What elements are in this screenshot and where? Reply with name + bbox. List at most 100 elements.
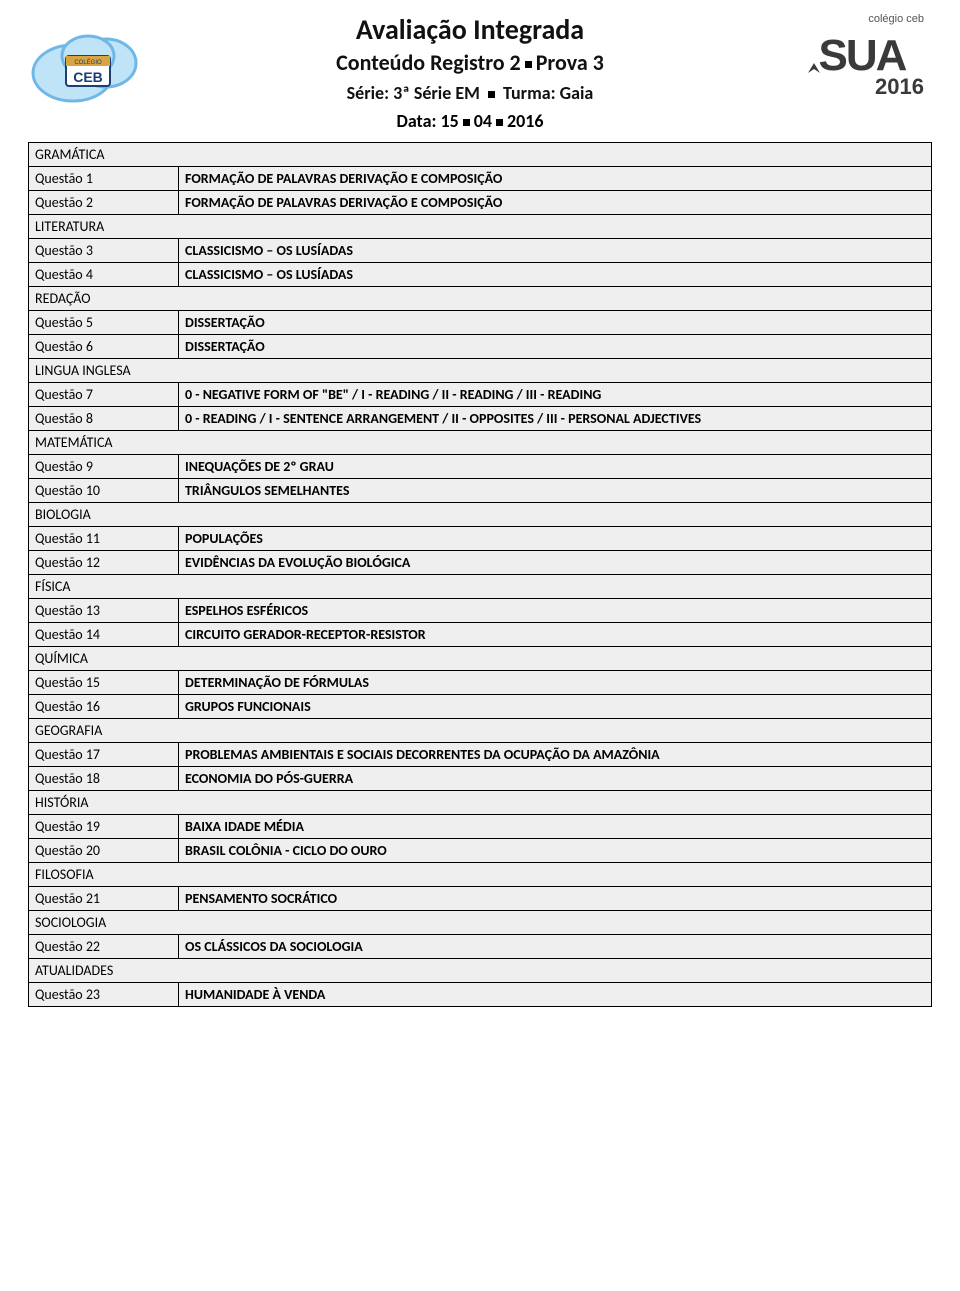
- table-row: Questão 15DETERMINAÇÃO DE FÓRMULAS: [29, 671, 932, 695]
- question-content: PENSAMENTO SOCRÁTICO: [179, 887, 932, 911]
- question-content: FORMAÇÃO DE PALAVRAS DERIVAÇÃO E COMPOSI…: [179, 191, 932, 215]
- bullet-separator-icon: [496, 119, 503, 126]
- header: CEB COLÉGIO Avaliação Integrada Conteúdo…: [28, 8, 932, 132]
- date-line: Data: 15042016: [148, 110, 792, 132]
- question-label: Questão 13: [29, 599, 179, 623]
- table-row: Questão 70 - NEGATIVE FORM OF "BE" / I -…: [29, 383, 932, 407]
- subject-row: FILOSOFIA: [29, 863, 932, 887]
- question-label: Questão 1: [29, 167, 179, 191]
- svg-text:SUA: SUA: [819, 31, 907, 80]
- table-row: Questão 21PENSAMENTO SOCRÁTICO: [29, 887, 932, 911]
- question-content: CLASSICISMO – OS LUSÍADAS: [179, 239, 932, 263]
- table-body: GRAMÁTICAQuestão 1FORMAÇÃO DE PALAVRAS D…: [29, 143, 932, 1007]
- date-label: Data:: [396, 110, 436, 132]
- subject-row: MATEMÁTICA: [29, 431, 932, 455]
- question-content: DISSERTAÇÃO: [179, 311, 932, 335]
- header-center: Avaliação Integrada Conteúdo Registro 2P…: [148, 8, 792, 132]
- table-row: Questão 17PROBLEMAS AMBIENTAIS E SOCIAIS…: [29, 743, 932, 767]
- question-label: Questão 6: [29, 335, 179, 359]
- question-content: ESPELHOS ESFÉRICOS: [179, 599, 932, 623]
- table-row: Questão 22OS CLÁSSICOS DA SOCIOLOGIA: [29, 935, 932, 959]
- question-label: Questão 16: [29, 695, 179, 719]
- table-row: Questão 20BRASIL COLÔNIA - CICLO DO OURO: [29, 839, 932, 863]
- question-label: Questão 4: [29, 263, 179, 287]
- question-content: ECONOMIA DO PÓS-GUERRA: [179, 767, 932, 791]
- question-label: Questão 21: [29, 887, 179, 911]
- question-label: Questão 15: [29, 671, 179, 695]
- subject-row: BIOLOGIA: [29, 503, 932, 527]
- subtitle-prefix: Conteúdo Registro 2: [336, 49, 521, 76]
- table-row: Questão 1FORMAÇÃO DE PALAVRAS DERIVAÇÃO …: [29, 167, 932, 191]
- question-label: Questão 3: [29, 239, 179, 263]
- page: CEB COLÉGIO Avaliação Integrada Conteúdo…: [0, 0, 960, 1027]
- bullet-separator-icon: [488, 91, 495, 98]
- table-row: Questão 19BAIXA IDADE MÉDIA: [29, 815, 932, 839]
- question-content: DETERMINAÇÃO DE FÓRMULAS: [179, 671, 932, 695]
- date-day: 15: [441, 110, 459, 132]
- table-row: Questão 4CLASSICISMO – OS LUSÍADAS: [29, 263, 932, 287]
- question-content: GRUPOS FUNCIONAIS: [179, 695, 932, 719]
- page-title: Avaliação Integrada: [148, 12, 792, 47]
- question-label: Questão 5: [29, 311, 179, 335]
- table-row: Questão 23HUMANIDADE À VENDA: [29, 983, 932, 1007]
- subject-row: REDAÇÃO: [29, 287, 932, 311]
- sua-2016-logo-icon: colégio ceb SUA 2016: [792, 8, 932, 108]
- table-row: Questão 6DISSERTAÇÃO: [29, 335, 932, 359]
- question-content: FORMAÇÃO DE PALAVRAS DERIVAÇÃO E COMPOSI…: [179, 167, 932, 191]
- question-content: CIRCUITO GERADOR-RECEPTOR-RESISTOR: [179, 623, 932, 647]
- content-table: GRAMÁTICAQuestão 1FORMAÇÃO DE PALAVRAS D…: [28, 142, 932, 1007]
- table-row: Questão 80 - READING / I - SENTENCE ARRA…: [29, 407, 932, 431]
- question-label: Questão 22: [29, 935, 179, 959]
- question-label: Questão 2: [29, 191, 179, 215]
- subject-row: ATUALIDADES: [29, 959, 932, 983]
- subject-row: GRAMÁTICA: [29, 143, 932, 167]
- subject-row: LINGUA INGLESA: [29, 359, 932, 383]
- left-logo: CEB COLÉGIO: [28, 8, 148, 123]
- question-label: Questão 17: [29, 743, 179, 767]
- subject-row: SOCIOLOGIA: [29, 911, 932, 935]
- subject-row: GEOGRAFIA: [29, 719, 932, 743]
- question-label: Questão 8: [29, 407, 179, 431]
- question-label: Questão 7: [29, 383, 179, 407]
- question-label: Questão 10: [29, 479, 179, 503]
- question-content: OS CLÁSSICOS DA SOCIOLOGIA: [179, 935, 932, 959]
- question-content: POPULAÇÕES: [179, 527, 932, 551]
- serie-label: Série:: [347, 82, 389, 104]
- subject-row: LITERATURA: [29, 215, 932, 239]
- table-row: Questão 11POPULAÇÕES: [29, 527, 932, 551]
- question-content: BAIXA IDADE MÉDIA: [179, 815, 932, 839]
- date-month: 04: [474, 110, 492, 132]
- bullet-separator-icon: [525, 61, 532, 68]
- question-label: Questão 19: [29, 815, 179, 839]
- question-content: EVIDÊNCIAS DA EVOLUÇÃO BIOLÓGICA: [179, 551, 932, 575]
- question-label: Questão 11: [29, 527, 179, 551]
- svg-text:2016: 2016: [875, 74, 924, 99]
- table-row: Questão 9INEQUAÇÕES DE 2º GRAU: [29, 455, 932, 479]
- table-row: Questão 16GRUPOS FUNCIONAIS: [29, 695, 932, 719]
- question-content: BRASIL COLÔNIA - CICLO DO OURO: [179, 839, 932, 863]
- subject-row: HISTÓRIA: [29, 791, 932, 815]
- question-content: 0 - NEGATIVE FORM OF "BE" / I - READING …: [179, 383, 932, 407]
- question-content: CLASSICISMO – OS LUSÍADAS: [179, 263, 932, 287]
- table-row: Questão 12EVIDÊNCIAS DA EVOLUÇÃO BIOLÓGI…: [29, 551, 932, 575]
- svg-text:CEB: CEB: [73, 69, 103, 85]
- svg-text:COLÉGIO: COLÉGIO: [74, 59, 102, 66]
- turma-value: Gaia: [560, 82, 594, 104]
- table-row: Questão 3CLASSICISMO – OS LUSÍADAS: [29, 239, 932, 263]
- question-content: PROBLEMAS AMBIENTAIS E SOCIAIS DECORRENT…: [179, 743, 932, 767]
- subject-row: QUÍMICA: [29, 647, 932, 671]
- question-label: Questão 12: [29, 551, 179, 575]
- question-content: TRIÂNGULOS SEMELHANTES: [179, 479, 932, 503]
- question-label: Questão 9: [29, 455, 179, 479]
- question-label: Questão 18: [29, 767, 179, 791]
- question-content: DISSERTAÇÃO: [179, 335, 932, 359]
- table-row: Questão 10TRIÂNGULOS SEMELHANTES: [29, 479, 932, 503]
- question-label: Questão 14: [29, 623, 179, 647]
- serie-turma-line: Série: 3ª Série EM Turma: Gaia: [148, 82, 792, 104]
- table-row: Questão 2FORMAÇÃO DE PALAVRAS DERIVAÇÃO …: [29, 191, 932, 215]
- question-content: HUMANIDADE À VENDA: [179, 983, 932, 1007]
- question-content: INEQUAÇÕES DE 2º GRAU: [179, 455, 932, 479]
- subject-row: FÍSICA: [29, 575, 932, 599]
- table-row: Questão 18ECONOMIA DO PÓS-GUERRA: [29, 767, 932, 791]
- bullet-separator-icon: [463, 119, 470, 126]
